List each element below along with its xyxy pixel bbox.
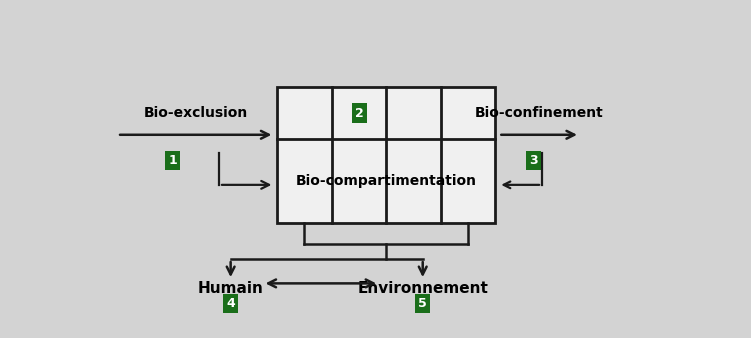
Text: Bio-exclusion: Bio-exclusion bbox=[143, 106, 248, 120]
Text: 5: 5 bbox=[418, 297, 427, 310]
Text: Bio-compartimentation: Bio-compartimentation bbox=[296, 174, 477, 188]
Text: 4: 4 bbox=[226, 297, 235, 310]
Text: 3: 3 bbox=[529, 154, 538, 167]
Bar bbox=[277, 88, 496, 223]
Text: 1: 1 bbox=[168, 154, 176, 167]
Text: Bio-confinement: Bio-confinement bbox=[475, 106, 604, 120]
Text: 2: 2 bbox=[354, 106, 363, 120]
Text: Humain: Humain bbox=[198, 281, 264, 296]
Text: Environnement: Environnement bbox=[357, 281, 488, 296]
